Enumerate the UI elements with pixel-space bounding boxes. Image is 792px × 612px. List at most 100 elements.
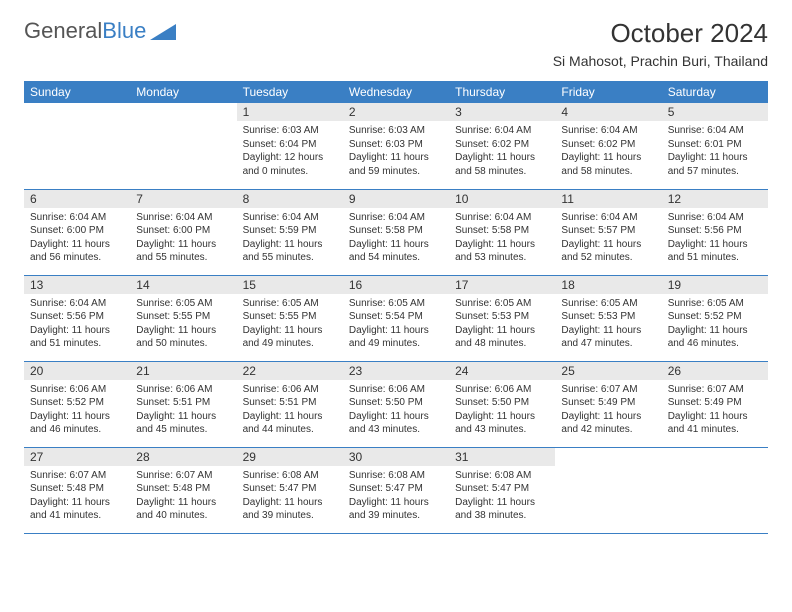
day-header: Thursday [449, 81, 555, 103]
calendar-week: 20Sunrise: 6:06 AMSunset: 5:52 PMDayligh… [24, 361, 768, 447]
calendar-header-row: SundayMondayTuesdayWednesdayThursdayFrid… [24, 81, 768, 103]
day-content: Sunrise: 6:07 AMSunset: 5:49 PMDaylight:… [662, 380, 768, 443]
calendar-cell [130, 103, 236, 189]
day-number: 9 [343, 190, 449, 208]
day-number: 25 [555, 362, 661, 380]
calendar-cell: 26Sunrise: 6:07 AMSunset: 5:49 PMDayligh… [662, 361, 768, 447]
sunset-text: Sunset: 5:48 PM [30, 482, 124, 496]
sunset-text: Sunset: 5:51 PM [136, 396, 230, 410]
day-number: 10 [449, 190, 555, 208]
sunset-text: Sunset: 5:58 PM [349, 224, 443, 238]
sunrise-text: Sunrise: 6:08 AM [243, 469, 337, 483]
day-header: Wednesday [343, 81, 449, 103]
day-number: 26 [662, 362, 768, 380]
calendar-week: 27Sunrise: 6:07 AMSunset: 5:48 PMDayligh… [24, 447, 768, 533]
day-header: Friday [555, 81, 661, 103]
sunrise-text: Sunrise: 6:05 AM [455, 297, 549, 311]
daylight-text: Daylight: 11 hours and 42 minutes. [561, 410, 655, 437]
header: GeneralBlue October 2024 Si Mahosot, Pra… [24, 18, 768, 69]
sunrise-text: Sunrise: 6:07 AM [561, 383, 655, 397]
sunrise-text: Sunrise: 6:07 AM [668, 383, 762, 397]
calendar-cell [555, 447, 661, 533]
sunset-text: Sunset: 5:50 PM [455, 396, 549, 410]
day-number: 16 [343, 276, 449, 294]
day-content: Sunrise: 6:04 AMSunset: 6:00 PMDaylight:… [130, 208, 236, 271]
calendar-cell: 18Sunrise: 6:05 AMSunset: 5:53 PMDayligh… [555, 275, 661, 361]
sunset-text: Sunset: 5:47 PM [243, 482, 337, 496]
sunrise-text: Sunrise: 6:04 AM [243, 211, 337, 225]
day-number: 21 [130, 362, 236, 380]
sunrise-text: Sunrise: 6:08 AM [455, 469, 549, 483]
day-content: Sunrise: 6:04 AMSunset: 6:02 PMDaylight:… [449, 121, 555, 184]
daylight-text: Daylight: 11 hours and 40 minutes. [136, 496, 230, 523]
day-content: Sunrise: 6:04 AMSunset: 5:56 PMDaylight:… [662, 208, 768, 271]
daylight-text: Daylight: 11 hours and 50 minutes. [136, 324, 230, 351]
daylight-text: Daylight: 11 hours and 57 minutes. [668, 151, 762, 178]
calendar-cell: 24Sunrise: 6:06 AMSunset: 5:50 PMDayligh… [449, 361, 555, 447]
day-number: 13 [24, 276, 130, 294]
day-content: Sunrise: 6:04 AMSunset: 5:58 PMDaylight:… [449, 208, 555, 271]
daylight-text: Daylight: 11 hours and 46 minutes. [30, 410, 124, 437]
sunset-text: Sunset: 6:00 PM [136, 224, 230, 238]
day-number: 5 [662, 103, 768, 121]
day-number: 27 [24, 448, 130, 466]
daylight-text: Daylight: 11 hours and 56 minutes. [30, 238, 124, 265]
sunset-text: Sunset: 5:51 PM [243, 396, 337, 410]
day-content: Sunrise: 6:04 AMSunset: 6:02 PMDaylight:… [555, 121, 661, 184]
sunset-text: Sunset: 5:52 PM [30, 396, 124, 410]
calendar-cell: 31Sunrise: 6:08 AMSunset: 5:47 PMDayligh… [449, 447, 555, 533]
sunrise-text: Sunrise: 6:04 AM [561, 124, 655, 138]
sunset-text: Sunset: 5:47 PM [349, 482, 443, 496]
daylight-text: Daylight: 11 hours and 39 minutes. [243, 496, 337, 523]
daylight-text: Daylight: 11 hours and 55 minutes. [136, 238, 230, 265]
calendar-cell: 2Sunrise: 6:03 AMSunset: 6:03 PMDaylight… [343, 103, 449, 189]
sunrise-text: Sunrise: 6:06 AM [30, 383, 124, 397]
daylight-text: Daylight: 11 hours and 43 minutes. [349, 410, 443, 437]
day-content: Sunrise: 6:06 AMSunset: 5:52 PMDaylight:… [24, 380, 130, 443]
daylight-text: Daylight: 11 hours and 51 minutes. [668, 238, 762, 265]
calendar-cell: 16Sunrise: 6:05 AMSunset: 5:54 PMDayligh… [343, 275, 449, 361]
day-content: Sunrise: 6:05 AMSunset: 5:54 PMDaylight:… [343, 294, 449, 357]
sunset-text: Sunset: 5:57 PM [561, 224, 655, 238]
day-content: Sunrise: 6:08 AMSunset: 5:47 PMDaylight:… [237, 466, 343, 529]
sunrise-text: Sunrise: 6:03 AM [349, 124, 443, 138]
sunset-text: Sunset: 5:56 PM [668, 224, 762, 238]
calendar-cell: 10Sunrise: 6:04 AMSunset: 5:58 PMDayligh… [449, 189, 555, 275]
daylight-text: Daylight: 11 hours and 51 minutes. [30, 324, 124, 351]
sunrise-text: Sunrise: 6:04 AM [30, 297, 124, 311]
day-content: Sunrise: 6:07 AMSunset: 5:48 PMDaylight:… [24, 466, 130, 529]
sunrise-text: Sunrise: 6:07 AM [30, 469, 124, 483]
calendar-cell: 17Sunrise: 6:05 AMSunset: 5:53 PMDayligh… [449, 275, 555, 361]
day-number: 11 [555, 190, 661, 208]
day-content: Sunrise: 6:05 AMSunset: 5:55 PMDaylight:… [130, 294, 236, 357]
daylight-text: Daylight: 11 hours and 41 minutes. [30, 496, 124, 523]
day-number: 23 [343, 362, 449, 380]
day-content: Sunrise: 6:05 AMSunset: 5:53 PMDaylight:… [555, 294, 661, 357]
daylight-text: Daylight: 11 hours and 58 minutes. [561, 151, 655, 178]
calendar-cell: 15Sunrise: 6:05 AMSunset: 5:55 PMDayligh… [237, 275, 343, 361]
calendar-cell: 3Sunrise: 6:04 AMSunset: 6:02 PMDaylight… [449, 103, 555, 189]
day-content: Sunrise: 6:06 AMSunset: 5:51 PMDaylight:… [237, 380, 343, 443]
daylight-text: Daylight: 11 hours and 43 minutes. [455, 410, 549, 437]
day-number: 8 [237, 190, 343, 208]
day-content: Sunrise: 6:04 AMSunset: 5:59 PMDaylight:… [237, 208, 343, 271]
calendar-cell: 27Sunrise: 6:07 AMSunset: 5:48 PMDayligh… [24, 447, 130, 533]
calendar-cell: 21Sunrise: 6:06 AMSunset: 5:51 PMDayligh… [130, 361, 236, 447]
calendar-week: 6Sunrise: 6:04 AMSunset: 6:00 PMDaylight… [24, 189, 768, 275]
day-number: 17 [449, 276, 555, 294]
calendar-table: SundayMondayTuesdayWednesdayThursdayFrid… [24, 81, 768, 534]
daylight-text: Daylight: 11 hours and 46 minutes. [668, 324, 762, 351]
sunset-text: Sunset: 5:59 PM [243, 224, 337, 238]
calendar-cell: 13Sunrise: 6:04 AMSunset: 5:56 PMDayligh… [24, 275, 130, 361]
sunset-text: Sunset: 6:02 PM [455, 138, 549, 152]
sunset-text: Sunset: 6:04 PM [243, 138, 337, 152]
sunrise-text: Sunrise: 6:04 AM [668, 211, 762, 225]
day-number: 2 [343, 103, 449, 121]
sunrise-text: Sunrise: 6:03 AM [243, 124, 337, 138]
day-number: 28 [130, 448, 236, 466]
daylight-text: Daylight: 11 hours and 49 minutes. [349, 324, 443, 351]
sunset-text: Sunset: 5:53 PM [561, 310, 655, 324]
daylight-text: Daylight: 11 hours and 41 minutes. [668, 410, 762, 437]
day-number: 20 [24, 362, 130, 380]
day-content: Sunrise: 6:07 AMSunset: 5:48 PMDaylight:… [130, 466, 236, 529]
